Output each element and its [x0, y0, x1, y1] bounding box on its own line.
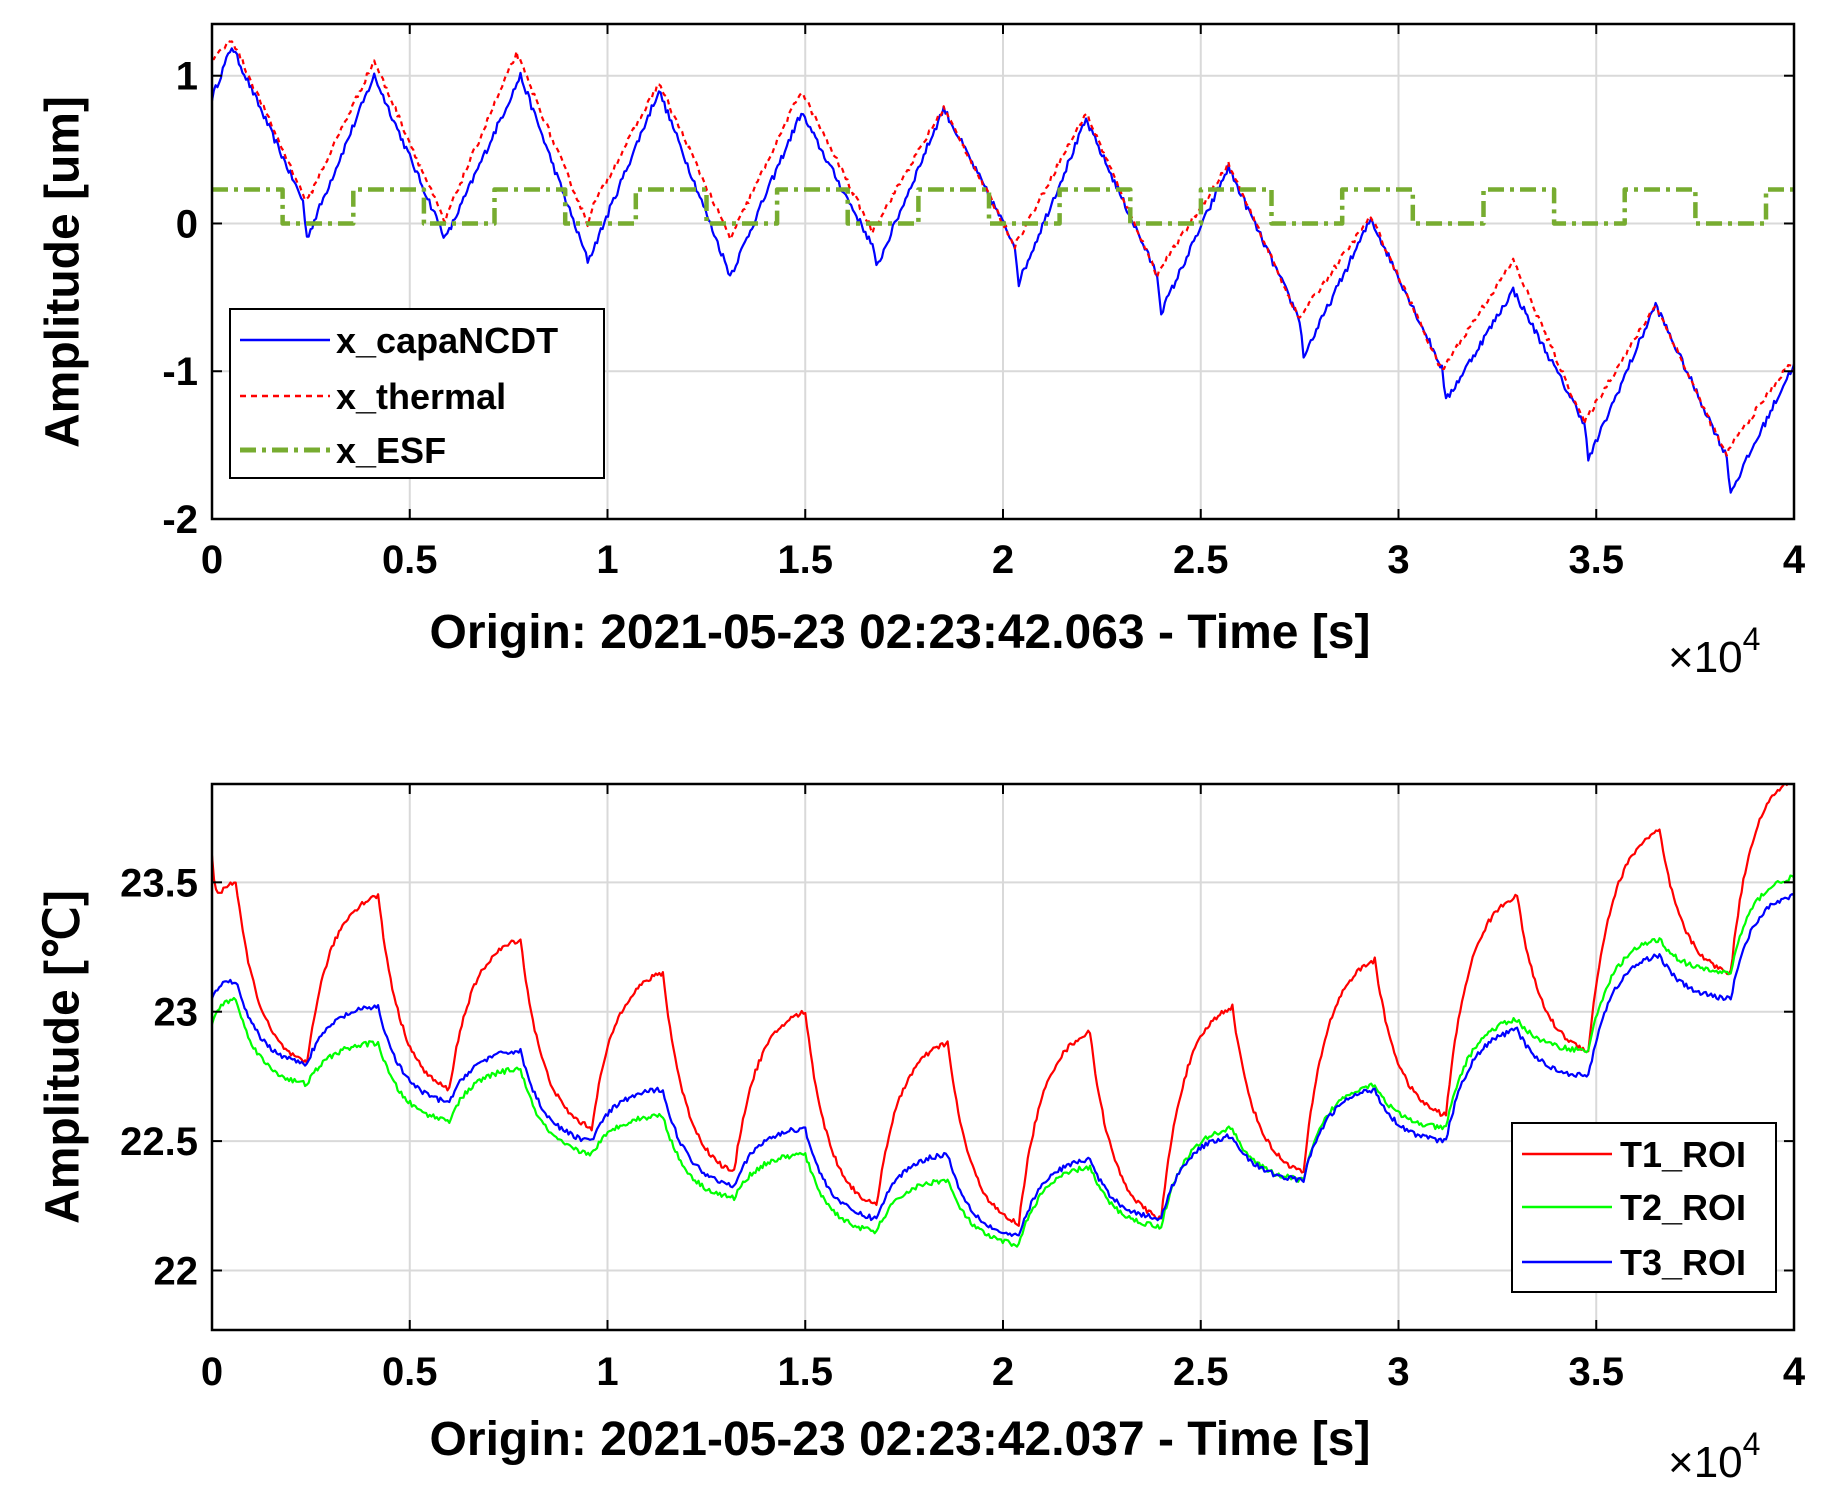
legend-label-t1-roi: T1_ROI	[1620, 1134, 1746, 1175]
x-tick-label: 3.5	[1568, 1350, 1624, 1394]
x-tick-label: 1	[596, 1350, 618, 1394]
y-tick-label: 23	[154, 991, 199, 1035]
bottom-y-axis-label: Amplitude [℃]	[37, 890, 90, 1224]
top-plot-series	[212, 39, 1794, 494]
bottom-x-multiplier-exponent: 4	[1743, 1426, 1761, 1462]
x-tick-label: 1.5	[777, 1350, 833, 1394]
y-tick-label: 0	[176, 202, 198, 246]
y-tick-label: 1	[176, 55, 198, 99]
x-tick-label: 2	[992, 538, 1014, 582]
top-legend-box	[229, 308, 605, 479]
top-x-multiplier-base: ×10	[1668, 633, 1743, 682]
bottom-plot-series	[212, 784, 1794, 1248]
legend-label-x-thermal: x_thermal	[336, 376, 506, 417]
series-line-x-capancdt	[212, 47, 1794, 494]
top-plot-legend: x_capaNCDT x_thermal x_ESF	[229, 308, 605, 479]
x-tick-label: 1.5	[777, 538, 833, 582]
y-tick-label: -2	[162, 498, 198, 542]
x-tick-label: 3	[1387, 538, 1409, 582]
top-x-axis-multiplier: ×104	[1668, 621, 1760, 682]
series-line-t1-roi	[212, 784, 1789, 1227]
legend-label-t3-roi: T3_ROI	[1620, 1242, 1746, 1283]
x-tick-label: 2	[992, 1350, 1014, 1394]
series-line-x-esf	[212, 187, 1794, 226]
top-x-multiplier-exponent: 4	[1743, 621, 1761, 657]
x-tick-label: 0.5	[382, 538, 438, 582]
x-tick-label: 2.5	[1173, 538, 1229, 582]
y-tick-label: 22.5	[120, 1120, 198, 1164]
series-line-t3-roi	[212, 893, 1794, 1237]
x-tick-label: 0	[201, 1350, 223, 1394]
bottom-x-axis-multiplier: ×104	[1668, 1426, 1760, 1487]
top-plot-ticks: 0 0.5 1 1.5 2 2.5 3 3.5 4 -2 -1 0 1	[162, 24, 1806, 582]
top-y-axis-label: Amplitude [um]	[37, 96, 90, 448]
series-line-x-thermal	[212, 39, 1794, 457]
series-line-t2-roi	[212, 874, 1794, 1248]
x-tick-label: 4	[1783, 538, 1806, 582]
y-tick-label: 23.5	[120, 861, 198, 905]
x-tick-label: 3.5	[1568, 538, 1624, 582]
x-tick-label: 4	[1783, 1350, 1806, 1394]
x-tick-label: 0.5	[382, 1350, 438, 1394]
x-tick-label: 0	[201, 538, 223, 582]
legend-label-t2-roi: T2_ROI	[1620, 1187, 1746, 1228]
bottom-plot-legend: T1_ROI T2_ROI T3_ROI	[1511, 1122, 1777, 1293]
legend-label-x-capancdt: x_capaNCDT	[336, 320, 558, 361]
y-tick-label: -1	[162, 350, 198, 394]
top-plot: 0 0.5 1 1.5 2 2.5 3 3.5 4 -2 -1 0 1 Origin: 2021-05-…	[37, 22, 1806, 682]
bottom-x-axis-label: Origin: 2021-05-23 02:23:42.037 - Time […	[430, 1413, 1371, 1466]
x-tick-label: 2.5	[1173, 1350, 1229, 1394]
top-x-axis-label: Origin: 2021-05-23 02:23:42.063 - Time […	[430, 606, 1371, 659]
legend-label-x-esf: x_ESF	[336, 430, 446, 471]
bottom-x-multiplier-base: ×10	[1668, 1438, 1743, 1487]
x-tick-label: 1	[596, 538, 618, 582]
y-tick-label: 22	[154, 1249, 199, 1293]
x-tick-label: 3	[1387, 1350, 1409, 1394]
